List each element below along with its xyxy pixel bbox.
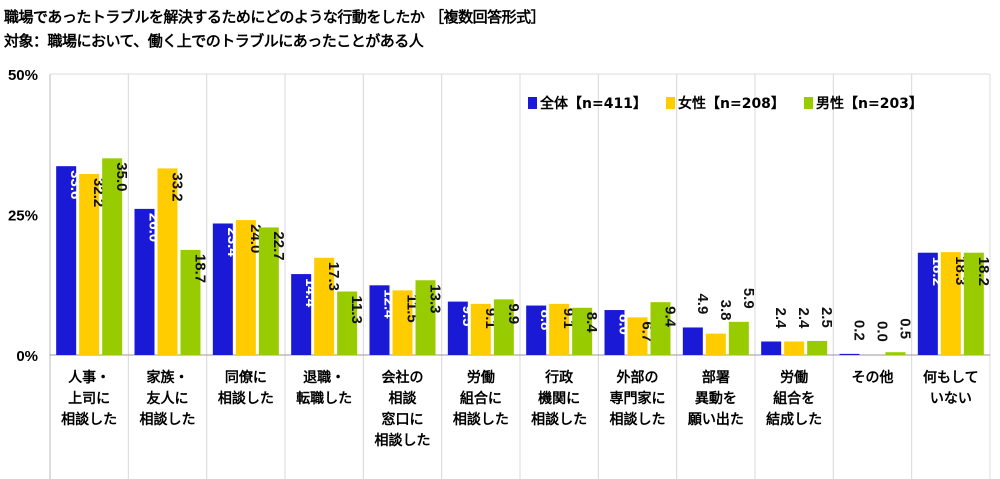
data-label: 33.2 <box>169 172 186 201</box>
data-label: 11.3 <box>348 295 365 323</box>
category-label: 相談した <box>61 411 117 428</box>
data-label: 5.9 <box>740 288 757 309</box>
data-label: 2.4 <box>772 308 789 330</box>
data-label: 0.0 <box>874 321 891 342</box>
category-label: 相談した <box>531 411 587 428</box>
category-label: 上司に <box>68 391 110 407</box>
bar <box>470 303 491 355</box>
bar <box>917 252 938 355</box>
bar <box>784 341 805 355</box>
bar <box>314 257 335 355</box>
data-label: 9.9 <box>505 303 522 324</box>
legend-swatch <box>666 97 675 109</box>
data-label: 0.2 <box>851 320 868 341</box>
bar <box>235 220 256 355</box>
legend-label: 全体【n=411】 <box>539 95 647 112</box>
bar <box>526 305 547 355</box>
bar <box>807 340 828 355</box>
bar <box>291 274 312 355</box>
category-label: 相談した <box>375 432 431 449</box>
data-label: 0.5 <box>897 318 914 339</box>
category-label: 同僚に <box>225 369 267 386</box>
bar <box>415 280 436 355</box>
data-label: 18.2 <box>975 257 992 286</box>
bar <box>572 307 593 355</box>
category-label: 異動を <box>695 390 737 407</box>
category-label: 退職・ <box>303 369 345 386</box>
category-label: 会社の <box>382 369 424 386</box>
bar <box>940 252 961 355</box>
category-label: 部署 <box>702 369 730 386</box>
data-label: 17.3 <box>325 262 342 291</box>
category-label: 願い出た <box>688 411 744 428</box>
bar <box>705 333 726 355</box>
category-label: 家族・ <box>147 369 189 386</box>
legend-swatch <box>804 97 813 109</box>
category-label: 外部の <box>617 369 659 386</box>
bar <box>102 158 123 355</box>
bar <box>212 223 233 355</box>
bar <box>447 301 468 355</box>
bar <box>392 290 413 355</box>
category-label: 行政 <box>544 369 574 386</box>
chart-title: 職場であったトラブルを解決するためにどのような行動をしたか ［複数回答形式］ <box>4 8 546 26</box>
category-label: いない <box>930 391 972 407</box>
category-label: 相談 <box>389 390 418 407</box>
bar <box>761 341 782 355</box>
bar <box>963 252 984 355</box>
category-label: 転職した <box>296 390 352 407</box>
legend-swatch <box>528 97 537 109</box>
category-label: 結成した <box>766 411 822 428</box>
bar <box>180 249 201 355</box>
data-label: 8.4 <box>583 312 600 334</box>
category-label: 相談した <box>453 411 509 428</box>
bar <box>56 166 77 355</box>
bar <box>728 321 749 355</box>
bar <box>682 327 703 355</box>
bar <box>157 168 178 355</box>
bar <box>493 299 514 355</box>
category-label: 組合を <box>773 390 815 407</box>
data-label: 4.9 <box>694 293 711 314</box>
data-label: 35.0 <box>113 162 130 191</box>
bar <box>650 302 671 355</box>
legend-label: 女性【n=208】 <box>678 95 785 112</box>
data-label: 18.7 <box>192 254 209 283</box>
data-label: 3.8 <box>717 300 734 321</box>
data-label: 2.5 <box>818 307 835 328</box>
legend-label: 男性【n=203】 <box>816 95 923 112</box>
bar <box>885 352 906 355</box>
data-label: 22.7 <box>270 231 287 260</box>
category-label: 友人に <box>147 390 189 407</box>
category-label: 人事・ <box>68 369 110 386</box>
category-label: その他 <box>852 369 894 386</box>
category-label: 機関に <box>538 390 580 407</box>
category-label: 何もして <box>923 369 979 386</box>
category-label: 相談した <box>218 390 274 407</box>
data-label: 2.4 <box>795 308 812 330</box>
y-tick-label: 50% <box>8 67 38 84</box>
category-label: 窓口に <box>382 411 424 428</box>
bar <box>839 353 860 355</box>
bar <box>604 310 625 355</box>
bar <box>258 227 279 355</box>
data-label: 9.4 <box>662 306 679 328</box>
bar <box>134 208 155 355</box>
y-tick-label: 25% <box>8 208 38 225</box>
bar <box>337 291 358 355</box>
category-label: 相談した <box>140 411 196 428</box>
category-label: 組合に <box>460 390 502 407</box>
y-tick-label: 0% <box>16 348 38 365</box>
bar <box>627 317 648 355</box>
category-label: 専門家に <box>610 390 666 407</box>
category-label: 相談した <box>610 411 666 428</box>
bar <box>549 303 570 355</box>
bar <box>79 174 100 355</box>
category-label: 労働 <box>467 369 495 386</box>
bar <box>369 285 390 355</box>
chart-subtitle: 対象：職場において、働く上でのトラブルにあったことがある人 <box>4 32 424 50</box>
data-label: 13.3 <box>427 284 444 313</box>
category-label: 労働 <box>780 369 808 386</box>
